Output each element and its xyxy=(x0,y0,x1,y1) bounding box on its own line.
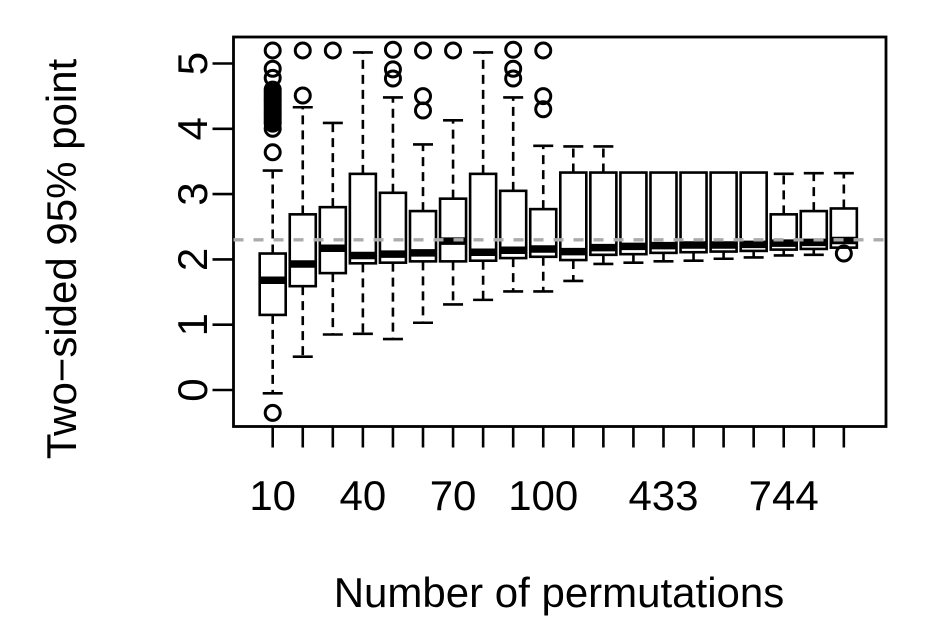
x-tick-label: 10 xyxy=(249,472,296,519)
outlier-point xyxy=(323,41,342,60)
outlier-point xyxy=(414,101,432,120)
box-8 xyxy=(468,51,498,302)
outlier-point xyxy=(383,69,402,88)
outlier-point xyxy=(263,143,282,162)
box-body xyxy=(619,171,648,256)
box-body xyxy=(739,171,768,253)
box-body xyxy=(558,171,588,262)
outlier-point xyxy=(414,41,432,60)
box-body xyxy=(258,252,288,317)
box-18 xyxy=(769,172,799,257)
box-17 xyxy=(739,171,768,259)
x-tick-label: 100 xyxy=(508,472,578,519)
box-5 xyxy=(378,40,408,341)
outlier-point xyxy=(263,403,282,422)
box-3 xyxy=(318,41,348,336)
x-tick-label: 70 xyxy=(430,472,477,519)
box-body xyxy=(288,213,318,288)
box-11 xyxy=(558,145,588,283)
box-20 xyxy=(829,171,859,263)
outlier-point xyxy=(383,60,402,79)
outlier-point xyxy=(504,59,523,78)
box-13 xyxy=(619,171,648,264)
x-axis-title: Number of permutations xyxy=(334,569,785,616)
outlier-point xyxy=(263,41,282,60)
outlier-point xyxy=(414,87,432,106)
outlier-point xyxy=(263,80,282,99)
plot-area: 0 1 2 3 4 5 10 40 70 100 433 744 xyxy=(169,35,888,519)
y-tick-label: 5 xyxy=(169,52,216,75)
outlier-point xyxy=(534,100,553,119)
box-6 xyxy=(408,41,438,325)
box-19 xyxy=(799,171,829,257)
x-tick-label: 40 xyxy=(340,472,387,519)
outlier-point xyxy=(263,68,282,87)
box-1 xyxy=(258,41,288,422)
outlier-point xyxy=(263,59,282,78)
y-tick-label: 4 xyxy=(169,117,216,140)
box-4 xyxy=(348,51,378,336)
box-16 xyxy=(709,171,738,261)
x-tick-label: 433 xyxy=(628,472,698,519)
y-axis-title: Two−sided 95% point xyxy=(38,58,85,459)
y-tick-label: 1 xyxy=(169,313,216,336)
outlier-point xyxy=(504,69,523,88)
box-body xyxy=(438,197,468,263)
outlier-point xyxy=(293,86,312,105)
box-10 xyxy=(528,41,558,293)
outlier-point xyxy=(534,41,553,60)
box-9 xyxy=(498,40,528,293)
outlier-point xyxy=(444,41,463,60)
box-7 xyxy=(438,41,468,306)
outlier-point xyxy=(293,41,312,60)
box-body xyxy=(348,172,378,265)
outlier-point xyxy=(534,87,553,106)
outlier-point xyxy=(504,40,523,59)
plot-frame xyxy=(232,35,888,428)
box-2 xyxy=(288,41,318,358)
outlier-point xyxy=(834,244,853,263)
box-14 xyxy=(649,171,678,263)
x-tick-label: 744 xyxy=(749,472,819,519)
box-12 xyxy=(589,145,618,266)
box-body xyxy=(468,172,498,263)
box-body xyxy=(589,171,618,257)
y-tick-label: 0 xyxy=(169,378,216,401)
outlier-point xyxy=(383,40,402,59)
y-tick-label: 2 xyxy=(169,248,216,271)
y-tick-label: 3 xyxy=(169,182,216,205)
box-15 xyxy=(679,171,708,263)
